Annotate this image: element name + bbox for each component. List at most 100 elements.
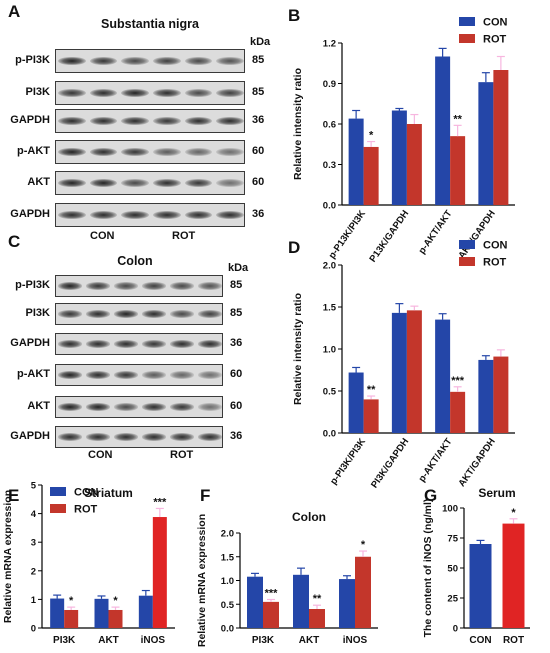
chart-e-bar [138,595,153,628]
blot-band [58,371,82,379]
chart-d-bar [493,356,509,433]
blot-c-strip [55,333,223,355]
blot-a-strip [55,171,245,195]
chart-d-y-tick-label: 0.0 [323,429,336,440]
blot-c-strip [55,303,223,325]
blot-band [58,147,86,157]
blot-a-mw: 36 [252,208,265,220]
chart-d-y-label: Relative intensity ratio [292,293,304,405]
chart-e-x-tick-label: PI3K [53,635,76,646]
chart-d-y-tick-label: 1.0 [323,345,336,356]
blot-band [121,178,149,188]
blot-band [184,178,213,188]
chart-b-significance: * [369,130,374,142]
panel-label-b: B [288,6,301,25]
chart-f-y-tick-label: 0.5 [221,600,235,611]
chart-e-legend-swatch [50,487,66,496]
blot-band [198,371,222,379]
chart-g-x-tick-label: ROT [503,635,524,646]
chart-e-y-tick-label: 2 [31,566,36,577]
blot-c-mw: 60 [230,368,243,380]
chart-b-significance: ** [453,113,462,125]
blot-band [142,310,166,318]
chart-e-y-tick-label: 1 [31,595,37,606]
panel-label-a: A [8,2,21,21]
blot-c-row-label: p-AKT [17,368,50,380]
blot-band [153,210,181,220]
blot-band [121,210,149,220]
chart-b-legend-label: ROT [483,34,507,46]
blot-band [89,56,118,66]
chart-d-legend-swatch [459,240,475,249]
chart-e-title: Striatum [84,486,133,500]
chart-d-bar [450,391,466,433]
blot-a-mw: 85 [252,54,265,66]
chart-f-bar [247,576,263,628]
blot-band [121,147,149,157]
chart-e-y-tick-label: 0 [31,624,36,635]
blot-band [58,282,82,290]
blot-band [170,282,194,290]
chart-b-bar [363,146,379,205]
blot-c-mw: 36 [230,337,243,349]
chart-e-significance: * [113,595,118,607]
blot-band [114,340,138,348]
chart-f-bar [355,556,371,628]
chart-f-y-tick-label: 1.0 [221,576,234,587]
blot-c-row-label: PI3K [25,307,50,319]
blot-band [142,433,166,441]
chart-d-bar [406,310,422,433]
chart-g-significance: * [511,507,516,519]
chart-b-bar [391,110,407,205]
chart-f-x-tick-label: PI3K [252,635,275,646]
blot-band [86,433,110,441]
blot-band [198,282,222,290]
blot-a-strip [55,140,245,164]
chart-d-legend-swatch [459,257,475,266]
blot-band [198,433,222,441]
chart-e-bar [94,598,109,628]
blot-a-row-label: p-PI3K [15,54,50,66]
blot-band [114,371,138,379]
blot-c-mw: 36 [230,430,243,442]
chart-f-bar [309,609,325,628]
blot-band [86,310,110,318]
chart-f-x-tick-label: iNOS [343,635,368,646]
blot-a-mw: 60 [252,145,265,157]
blot-a-row-label: AKT [27,176,50,188]
blot-a-strip [55,203,245,227]
blot-band [142,403,166,411]
blot-band [89,116,118,126]
blot-a-mw: 36 [252,114,265,126]
chart-b-x-tick-label: AKT/GAPDH [456,208,497,261]
chart-d-x-tick-label: p-PI3K/PI3K [328,436,368,487]
chart-b-bar [493,70,509,205]
blot-c-strip [55,396,223,418]
chart-f-bar [339,579,355,628]
blot-band [58,116,86,126]
blot-a-row-label: GAPDH [10,208,50,220]
blot-c-row-label: GAPDH [10,430,50,442]
chart-f-bar [263,601,279,628]
blot-band [58,88,86,98]
panel-label-f: F [200,486,211,505]
blot-band [153,88,181,98]
blot-band [142,371,166,379]
blot-a-row-label: PI3K [25,86,50,98]
chart-f-x-tick-label: AKT [299,635,320,646]
chart-f-y-label: Relative mRNA expression [196,514,208,647]
blot-a-strip [55,81,245,105]
chart-d-bar [348,372,364,433]
chart-e-y-label: Relative mRNA expression [2,490,14,623]
chart-g-y-tick-label: 0 [453,624,458,635]
blot-band [142,282,166,290]
chart-b-bar [406,124,422,205]
chart-d-bar [435,319,451,433]
chart-g-title: Serum [478,486,515,500]
chart-d-legend-label: ROT [483,257,507,269]
blot-band [89,88,118,98]
chart-d-bar [391,312,407,433]
chart-d-legend-label: CON [483,240,508,252]
panel-c-group-con: CON [88,449,113,461]
